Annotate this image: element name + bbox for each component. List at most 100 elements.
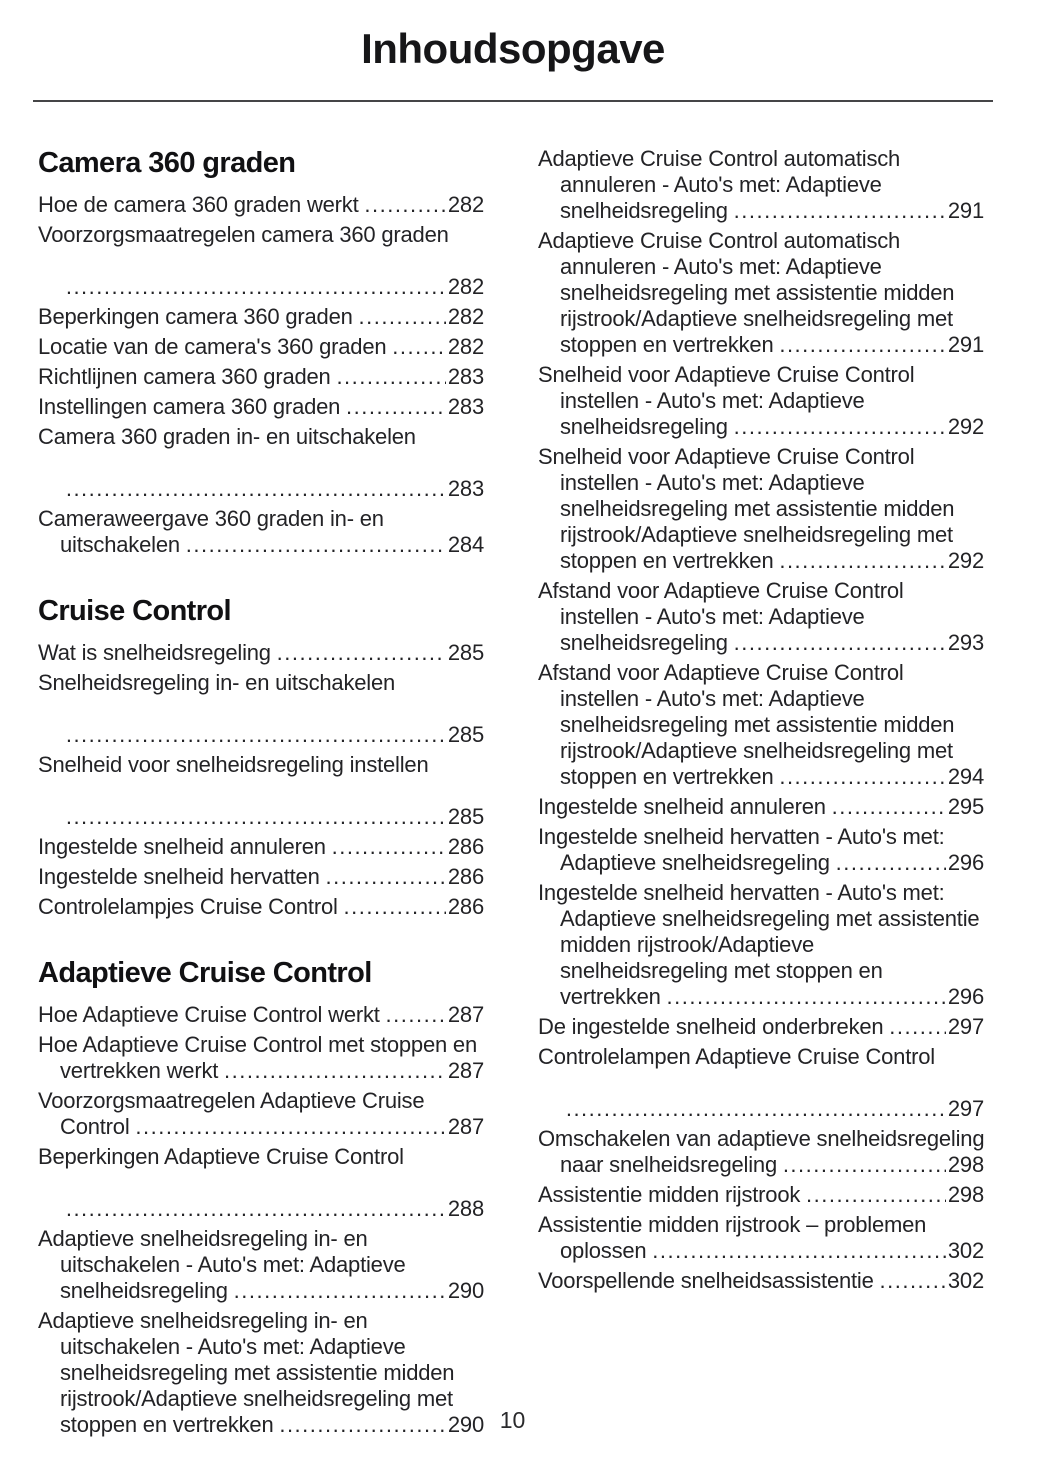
dot-leader: ........................................… [364, 192, 446, 214]
toc-entry: Adaptieve snelheidsregeling in- en uitsc… [38, 1226, 486, 1304]
toc-entry: Richtlijnen camera 360 graden...........… [38, 364, 486, 390]
entry-page: 286 [447, 834, 484, 859]
entry-page: 294 [947, 764, 984, 789]
toc-entry: Afstand voor Adaptieve Cruise Control in… [538, 660, 986, 790]
dot-leader: ........................................… [233, 1278, 446, 1300]
entry-page: 285 [447, 722, 484, 747]
toc-entry: Ingestelde snelheid annuleren...........… [38, 834, 486, 860]
toc-entry: Ingestelde snelheid hervatten...........… [38, 864, 486, 890]
entry-page: 284 [447, 532, 484, 557]
dot-leader: ........................................… [345, 394, 446, 416]
entry-page: 287 [447, 1058, 484, 1083]
entry-title: Ingestelde snelheid annuleren [38, 834, 326, 859]
toc-entry: Snelheid voor Adaptieve Cruise Control i… [538, 362, 986, 440]
toc-entry: Controlelampen Adaptieve Cruise Control.… [538, 1044, 986, 1122]
dot-leader: ........................................… [733, 630, 946, 652]
entry-title: Adaptieve Cruise Control automatisch ann… [538, 228, 955, 357]
entry-title: Hoe Adaptieve Cruise Control werkt [38, 1002, 380, 1027]
dot-leader: ........................................… [565, 1096, 946, 1118]
dot-leader: ........................................… [65, 274, 446, 296]
dot-leader: ........................................… [831, 794, 946, 816]
dot-leader: ........................................… [279, 1412, 446, 1434]
dot-leader: ........................................… [65, 476, 446, 498]
entry-page: 282 [447, 192, 484, 217]
toc-columns: Camera 360 graden Hoe de camera 360 grade… [0, 102, 1055, 1442]
dot-leader: ........................................… [779, 764, 946, 786]
entry-title: Snelheid voor Adaptieve Cruise Control i… [538, 362, 915, 439]
entry-title: Controlelampjes Cruise Control [38, 894, 338, 919]
entry-page: 295 [947, 794, 984, 819]
entry-page: 283 [447, 394, 484, 419]
entry-title: Beperkingen camera 360 graden [38, 304, 353, 329]
dot-leader: ........................................… [385, 1002, 446, 1024]
entry-page: 302 [947, 1268, 984, 1293]
entry-title: Instellingen camera 360 graden [38, 394, 341, 419]
dot-leader: ........................................… [223, 1058, 446, 1080]
toc-entry: Snelheid voor Adaptieve Cruise Control i… [538, 444, 986, 574]
dot-leader: ........................................… [888, 1014, 945, 1036]
dot-leader: ........................................… [336, 364, 446, 386]
toc-entry: Snelheid voor snelheidsregeling instelle… [38, 752, 486, 830]
entry-title: Adaptieve Cruise Control automatisch ann… [538, 146, 901, 223]
entry-page: 287 [447, 1002, 484, 1027]
entry-page: 285 [447, 804, 484, 829]
dot-leader: ........................................… [343, 894, 446, 916]
entry-title: Locatie van de camera's 360 graden [38, 334, 387, 359]
entry-page: 283 [447, 364, 484, 389]
page-number: 10 [499, 1407, 526, 1433]
entry-title: Voorzorgsmaatregelen camera 360 graden [38, 222, 449, 247]
toc-entry: Snelheidsregeling in- en uitschakelen...… [38, 670, 486, 748]
entry-page: 282 [447, 334, 484, 359]
dot-leader: ........................................… [879, 1268, 946, 1290]
entry-page: 290 [447, 1278, 484, 1303]
entry-title: Ingestelde snelheid hervatten - Auto's m… [538, 824, 945, 875]
toc-entry: Assistentie midden rijstrook – problemen… [538, 1212, 986, 1264]
entry-page: 283 [447, 476, 484, 501]
entry-title: Snelheid voor Adaptieve Cruise Control i… [538, 444, 955, 573]
entry-page: 287 [447, 1114, 484, 1139]
dot-leader: ........................................… [779, 332, 946, 354]
toc-entry: Hoe de camera 360 graden werkt..........… [38, 192, 486, 218]
entry-title: Ingestelde snelheid annuleren [538, 794, 826, 819]
toc-entry: Controlelampjes Cruise Control..........… [38, 894, 486, 920]
toc-entry: Adaptieve snelheidsregeling in- en uitsc… [38, 1308, 486, 1438]
entry-page: 292 [947, 548, 984, 573]
entry-title: De ingestelde snelheid onderbreken [538, 1014, 884, 1039]
toc-entry: Instellingen camera 360 graden..........… [38, 394, 486, 420]
dot-leader: ........................................… [184, 532, 446, 554]
entry-page: 291 [947, 332, 984, 357]
toc-entry: Camera 360 graden in- en uitschakelen...… [38, 424, 486, 502]
dot-leader: ........................................… [665, 984, 946, 1006]
dot-leader: ........................................… [651, 1238, 945, 1260]
dot-leader: ........................................… [276, 640, 446, 662]
dot-leader: ........................................… [358, 304, 446, 326]
toc-entry: Voorzorgsmaatregelen camera 360 graden..… [38, 222, 486, 300]
entry-page: 286 [447, 894, 484, 919]
section-heading: Adaptieve Cruise Control [38, 957, 372, 989]
toc-entry: Hoe Adaptieve Cruise Control met stoppen… [38, 1032, 486, 1084]
entry-title: Snelheid voor snelheidsregeling instelle… [38, 752, 429, 777]
toc-entry: Omschakelen van adaptieve snelheidsregel… [538, 1126, 986, 1178]
toc-entry: Assistentie midden rijstrook............… [538, 1182, 986, 1208]
dot-leader: ........................................… [325, 864, 446, 886]
entry-title: Snelheidsregeling in- en uitschakelen [38, 670, 396, 695]
toc-entry: Voorzorgsmaatregelen Adaptieve Cruise Co… [38, 1088, 486, 1140]
dot-leader: ........................................… [331, 834, 446, 856]
entry-title: Beperkingen Adaptieve Cruise Control [38, 1144, 404, 1169]
section-heading: Cruise Control [38, 595, 232, 627]
entry-page: 290 [447, 1412, 484, 1437]
entry-page: 291 [947, 198, 984, 223]
entry-page: 298 [947, 1152, 984, 1177]
toc-column-right: Adaptieve Cruise Control automatisch ann… [538, 146, 986, 1442]
toc-entry: Voorspellende snelheidsassistentie......… [538, 1268, 986, 1294]
dot-leader: ........................................… [779, 548, 946, 570]
entry-title: Wat is snelheidsregeling [38, 640, 271, 665]
dot-leader: ........................................… [805, 1182, 946, 1204]
toc-column-left: Camera 360 graden Hoe de camera 360 grade… [38, 146, 486, 1442]
entry-page: 296 [947, 850, 984, 875]
dot-leader: ........................................… [782, 1152, 946, 1174]
dot-leader: ........................................… [65, 722, 446, 744]
entry-page: 286 [447, 864, 484, 889]
entry-page: 288 [447, 1196, 484, 1221]
entry-title: Hoe de camera 360 graden werkt [38, 192, 359, 217]
